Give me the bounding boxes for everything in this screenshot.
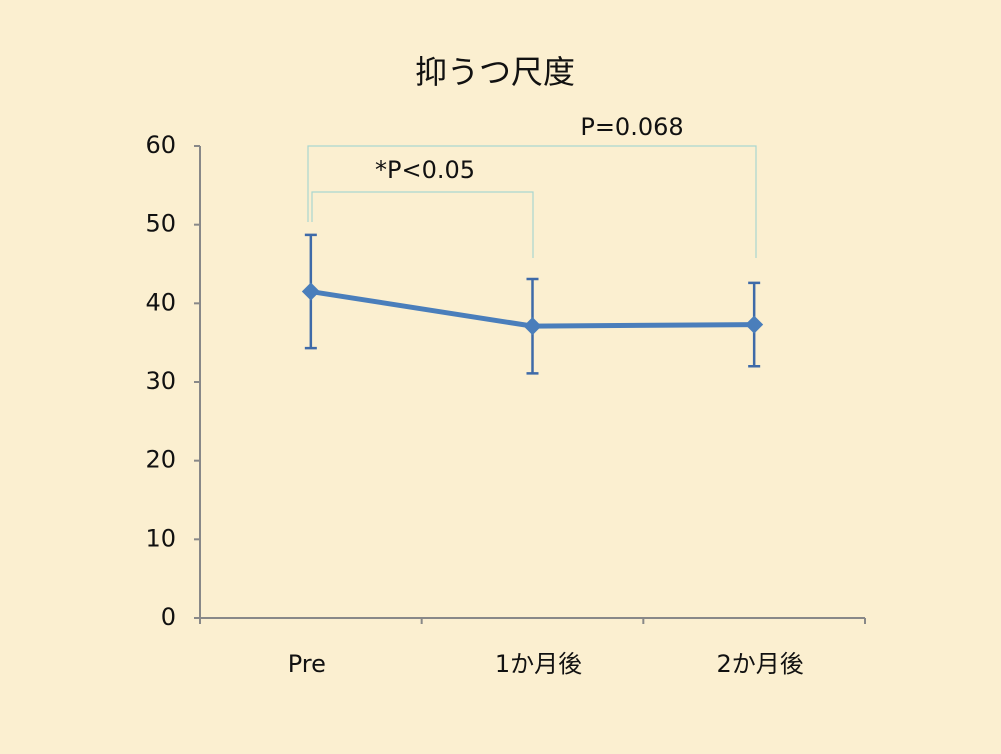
y-tick-label: 50 — [145, 210, 176, 238]
y-tick-label: 30 — [145, 367, 176, 395]
x-tick-label: 1か月後 — [495, 650, 582, 678]
marker — [745, 315, 764, 334]
chart-title: 抑うつ尺度 — [415, 53, 575, 91]
y-tick-label: 40 — [145, 288, 176, 316]
y-tick-label: 20 — [145, 446, 176, 474]
x-tick-label: 2か月後 — [717, 650, 804, 678]
marker — [523, 317, 542, 336]
y-tick-label: 0 — [161, 603, 176, 631]
brackets — [307, 145, 757, 258]
bracket — [311, 191, 534, 258]
annotation: P=0.068 — [580, 113, 683, 141]
y-tick-label: 10 — [145, 524, 176, 552]
annotation: *P<0.05 — [375, 156, 475, 184]
x-tick-label: Pre — [288, 650, 326, 678]
marker — [301, 282, 320, 301]
bracket — [307, 145, 757, 258]
y-tick-label: 60 — [145, 131, 176, 159]
